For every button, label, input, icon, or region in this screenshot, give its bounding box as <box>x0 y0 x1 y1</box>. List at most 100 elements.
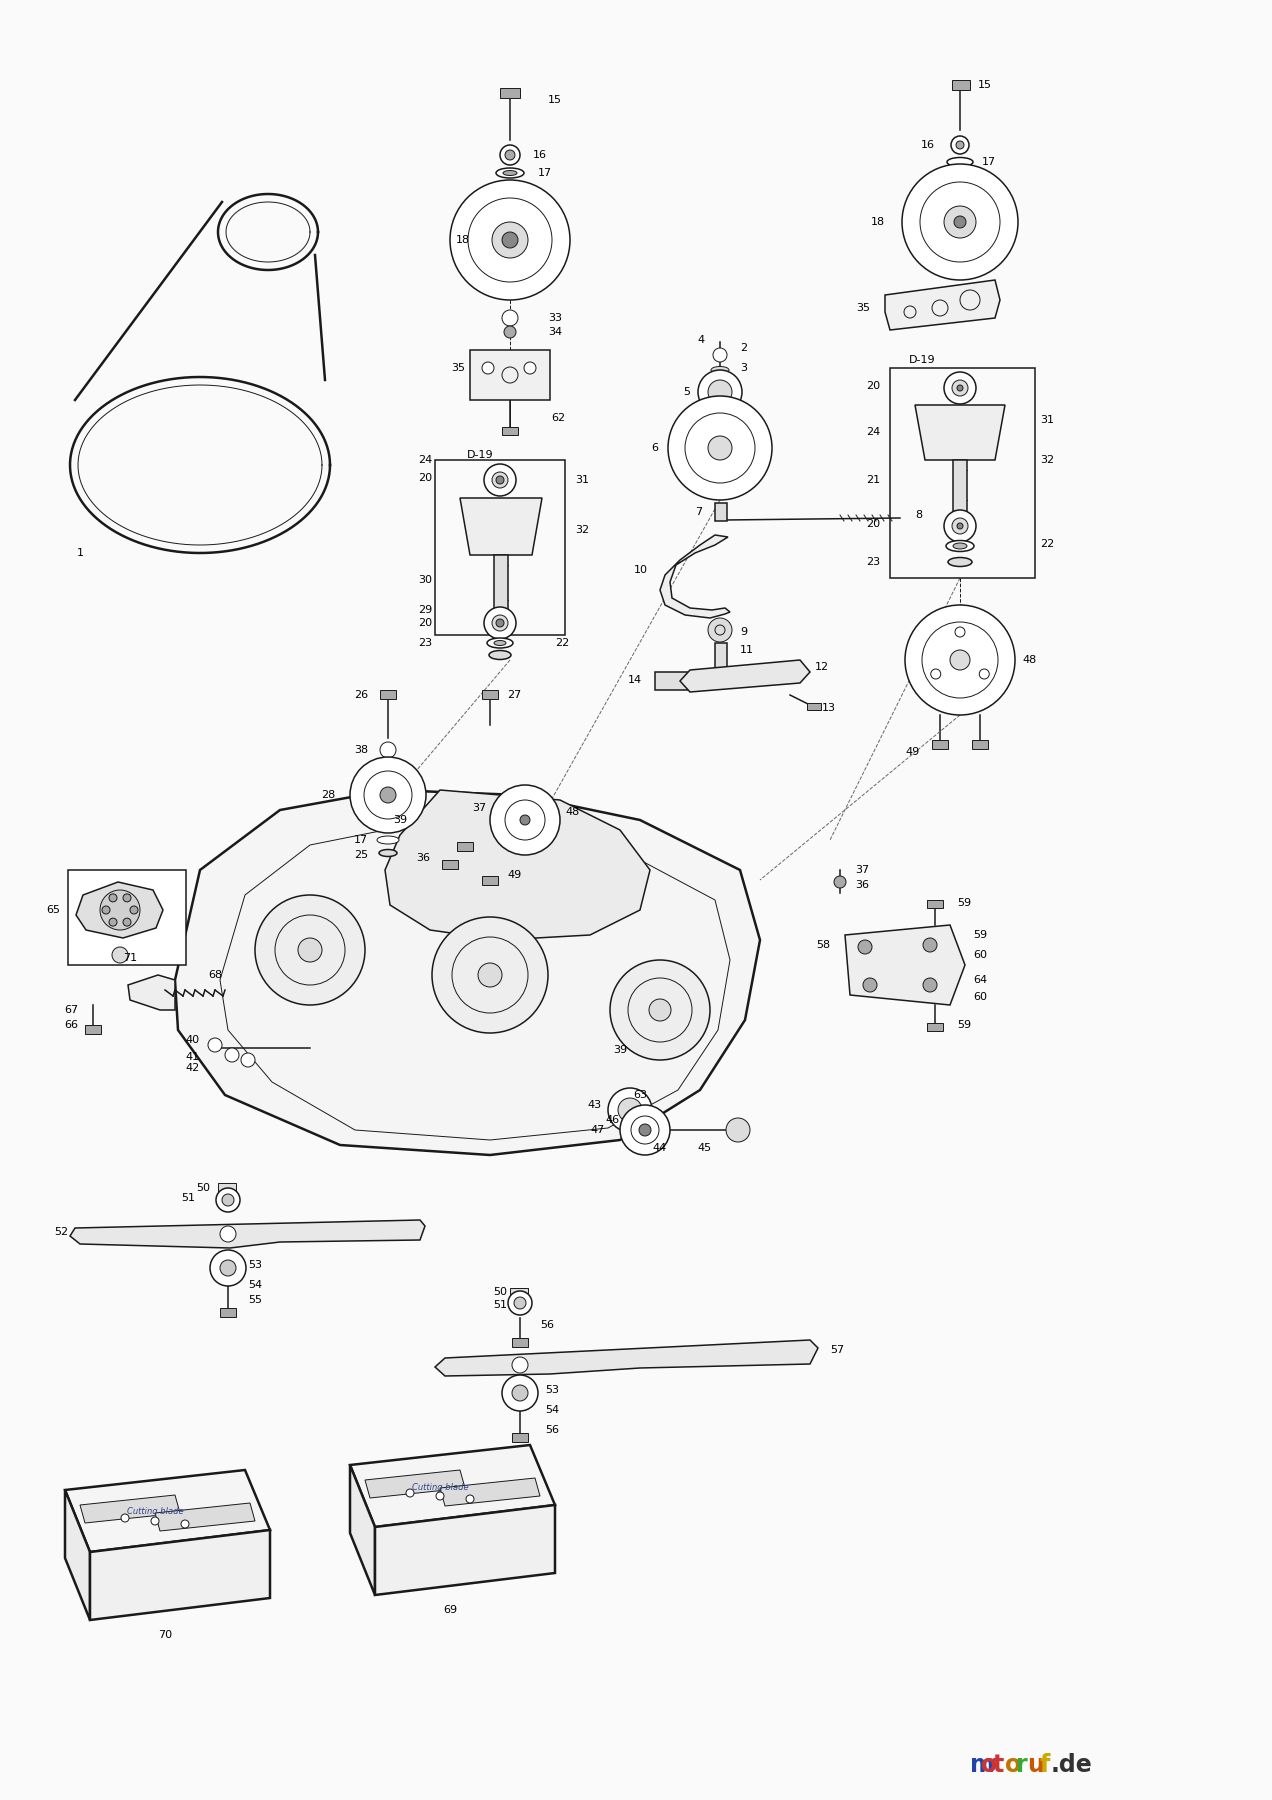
Text: 41: 41 <box>186 1051 200 1062</box>
Bar <box>513 1433 528 1442</box>
Bar <box>457 842 473 851</box>
Circle shape <box>130 905 137 914</box>
Circle shape <box>109 895 117 902</box>
Text: 28: 28 <box>321 790 335 799</box>
Bar <box>469 349 550 400</box>
Text: 39: 39 <box>393 815 407 824</box>
Circle shape <box>709 617 731 643</box>
Circle shape <box>181 1519 190 1528</box>
Circle shape <box>216 1188 240 1211</box>
Circle shape <box>649 999 672 1021</box>
Circle shape <box>500 146 520 166</box>
Circle shape <box>513 1384 528 1400</box>
Text: 64: 64 <box>973 976 987 985</box>
Bar <box>927 900 943 907</box>
Circle shape <box>951 518 968 535</box>
Text: 65: 65 <box>46 905 60 914</box>
Bar <box>972 740 988 749</box>
Text: 53: 53 <box>544 1384 558 1395</box>
Bar <box>494 554 508 610</box>
Circle shape <box>902 164 1018 281</box>
Text: 2: 2 <box>740 344 747 353</box>
Circle shape <box>220 1226 237 1242</box>
Circle shape <box>611 959 710 1060</box>
Text: 13: 13 <box>822 704 836 713</box>
Polygon shape <box>350 1465 375 1595</box>
Text: 17: 17 <box>538 167 552 178</box>
Text: 43: 43 <box>588 1100 602 1111</box>
Circle shape <box>862 977 876 992</box>
Text: 25: 25 <box>354 850 368 860</box>
Text: 62: 62 <box>551 412 565 423</box>
Text: 21: 21 <box>866 475 880 484</box>
Text: 71: 71 <box>123 952 137 963</box>
Text: 47: 47 <box>590 1125 605 1136</box>
Circle shape <box>225 1048 239 1062</box>
Bar <box>953 461 967 511</box>
Circle shape <box>436 1492 444 1499</box>
Circle shape <box>524 362 536 374</box>
Bar <box>67 869 186 965</box>
Text: 16: 16 <box>921 140 935 149</box>
Text: t: t <box>993 1753 1005 1777</box>
Polygon shape <box>128 976 176 1010</box>
Text: 34: 34 <box>548 328 562 337</box>
Circle shape <box>619 1105 670 1156</box>
Text: 53: 53 <box>248 1260 262 1271</box>
Circle shape <box>482 362 494 374</box>
Circle shape <box>954 216 965 229</box>
Bar <box>513 1337 528 1346</box>
Circle shape <box>668 396 772 500</box>
Circle shape <box>502 232 518 248</box>
Circle shape <box>714 347 728 362</box>
Bar <box>85 1024 100 1033</box>
Text: m: m <box>971 1753 995 1777</box>
Polygon shape <box>460 499 542 554</box>
Polygon shape <box>350 1445 555 1526</box>
Bar <box>510 1289 528 1301</box>
Polygon shape <box>845 925 965 1004</box>
Circle shape <box>834 877 846 887</box>
Circle shape <box>496 475 504 484</box>
Text: 12: 12 <box>815 662 829 671</box>
Circle shape <box>923 977 937 992</box>
Text: 35: 35 <box>856 302 870 313</box>
Circle shape <box>109 918 117 927</box>
Text: 42: 42 <box>186 1064 200 1073</box>
Text: 49: 49 <box>508 869 522 880</box>
Circle shape <box>505 149 515 160</box>
Polygon shape <box>155 1503 254 1532</box>
Bar <box>502 427 518 436</box>
Text: 23: 23 <box>418 637 432 648</box>
Circle shape <box>508 1291 532 1316</box>
Circle shape <box>485 464 516 497</box>
Bar <box>482 689 499 698</box>
Bar <box>715 643 728 671</box>
Circle shape <box>492 221 528 257</box>
Text: 18: 18 <box>871 218 885 227</box>
Text: 50: 50 <box>196 1183 210 1193</box>
Bar <box>890 367 1035 578</box>
Text: 30: 30 <box>418 574 432 585</box>
Bar <box>218 1183 237 1197</box>
Text: 14: 14 <box>628 675 642 686</box>
Ellipse shape <box>494 641 506 646</box>
Text: 56: 56 <box>544 1426 558 1435</box>
Circle shape <box>100 889 140 931</box>
Text: 55: 55 <box>248 1294 262 1305</box>
Circle shape <box>492 472 508 488</box>
Circle shape <box>121 1514 128 1523</box>
Text: 18: 18 <box>455 236 471 245</box>
Circle shape <box>520 815 530 824</box>
Ellipse shape <box>953 544 967 549</box>
Circle shape <box>944 373 976 403</box>
Circle shape <box>406 1489 413 1498</box>
Circle shape <box>240 1053 254 1067</box>
Text: .de: .de <box>1051 1753 1093 1777</box>
Text: 17: 17 <box>982 157 996 167</box>
Circle shape <box>298 938 322 961</box>
Text: o: o <box>1005 1753 1020 1777</box>
Text: 22: 22 <box>555 637 570 648</box>
Text: 36: 36 <box>855 880 869 889</box>
Text: 10: 10 <box>633 565 647 574</box>
